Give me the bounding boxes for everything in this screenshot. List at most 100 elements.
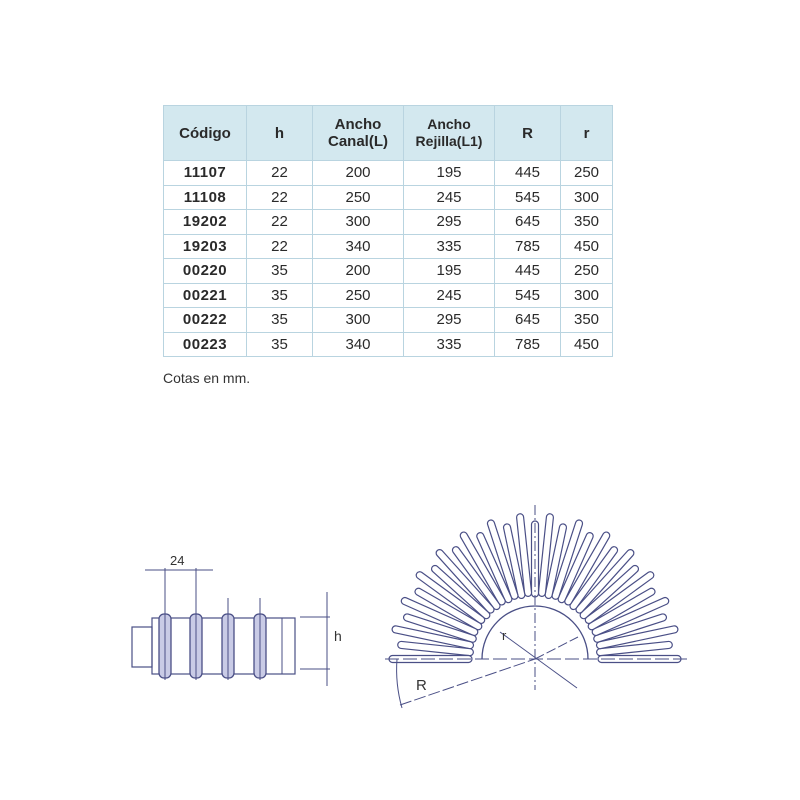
- table-cell: 200: [312, 160, 404, 186]
- table-cell: 35: [246, 282, 313, 308]
- table-cell: 335: [403, 331, 495, 357]
- fan-bar: [402, 613, 477, 643]
- radius-ext-line: [534, 636, 579, 660]
- fan-bar-outline: [402, 613, 477, 643]
- fan-bar-outline: [415, 571, 486, 625]
- table-cell: 300: [560, 184, 613, 210]
- inner-radius-label: r: [502, 628, 507, 643]
- height-label: h: [334, 628, 342, 644]
- table-cell: 295: [403, 209, 495, 235]
- fan-bar-outline: [564, 531, 611, 606]
- fan-bar-outline: [591, 596, 670, 637]
- pitch-label: 24: [170, 553, 184, 568]
- fan-bar: [557, 532, 594, 604]
- fan-bar-outline: [569, 546, 619, 611]
- fan-bar: [564, 531, 611, 606]
- fan-bar-outline: [502, 523, 526, 600]
- table-cell: 645: [494, 209, 561, 235]
- table-cell: 22: [246, 209, 313, 235]
- fan-bar: [593, 613, 668, 643]
- table-cell: 250: [312, 184, 404, 210]
- fan-bar: [551, 519, 584, 600]
- fan-bar: [414, 587, 483, 631]
- fan-bar: [575, 549, 635, 614]
- fan-bar: [587, 587, 656, 631]
- table-cell: 295: [403, 307, 495, 333]
- fan-bar-outline: [544, 523, 568, 600]
- inner-radius-line: [499, 631, 578, 689]
- table-cell: 11108: [163, 184, 247, 210]
- fan-bar: [435, 549, 495, 614]
- table-row: 00222 35 300 295 645 350: [163, 307, 613, 333]
- fan-bar: [451, 546, 501, 611]
- fan-bar: [596, 640, 673, 657]
- header-ancho-canal: Ancho Canal(L): [312, 105, 404, 161]
- table-cell: 785: [494, 331, 561, 357]
- fan-bar-outline: [595, 625, 679, 650]
- fan-bar-outline: [414, 587, 483, 631]
- fan-bar-outline: [391, 625, 475, 650]
- fan-bar: [591, 596, 670, 637]
- fan-bar: [502, 523, 526, 600]
- outer-radius-label: R: [416, 677, 427, 694]
- outer-radius-arc: [396, 658, 403, 709]
- header-codigo: Código: [163, 105, 247, 161]
- fan-bar-outline: [537, 513, 554, 597]
- table-cell: 350: [560, 209, 613, 235]
- table-cell: 11107: [163, 160, 247, 186]
- fan-bar: [544, 523, 568, 600]
- table-cell: 545: [494, 282, 561, 308]
- fan-bar-outline: [476, 532, 513, 604]
- table-row: 00223 35 340 335 785 450: [163, 331, 613, 357]
- fan-bar-outline: [557, 532, 594, 604]
- fan-bar: [397, 640, 474, 657]
- fan-bar-outline: [451, 546, 501, 611]
- header-r: r: [560, 105, 613, 161]
- fan-bar-outline: [430, 564, 491, 620]
- table-row: 00221 35 250 245 545 300: [163, 282, 613, 308]
- fan-bar: [459, 531, 506, 606]
- fan-bar: [537, 513, 554, 597]
- units-note: Cotas en mm.: [163, 370, 251, 386]
- fan-bar-outline: [397, 640, 474, 657]
- fan-bar-outline: [575, 549, 635, 614]
- fan-bar-outline: [435, 549, 495, 614]
- table-cell: 350: [560, 307, 613, 333]
- fan-bar-outline: [516, 513, 533, 597]
- fan-bar: [486, 519, 519, 600]
- fan-bar-outline: [596, 640, 673, 657]
- fan-bar: [569, 546, 619, 611]
- fan-bar: [516, 513, 533, 597]
- table-cell: 545: [494, 184, 561, 210]
- end-cap: [131, 626, 153, 668]
- table-row: 11108 22 250 245 545 300: [163, 184, 613, 210]
- table-cell: 300: [560, 282, 613, 308]
- table-cell: 19202: [163, 209, 247, 235]
- table-cell: 195: [403, 258, 495, 284]
- table-cell: 300: [312, 307, 404, 333]
- fan-bar: [595, 625, 679, 650]
- table-header-row: Código h Ancho Canal(L) Ancho Rejilla(L1) …: [163, 105, 613, 161]
- side-view-drawing: [131, 568, 330, 686]
- top-view-fan-drawing: [385, 505, 690, 709]
- fan-bar: [391, 625, 475, 650]
- fan-bar-outline: [551, 519, 584, 600]
- outer-radius-line: [399, 658, 536, 706]
- table-cell: 645: [494, 307, 561, 333]
- table-cell: 200: [312, 258, 404, 284]
- table-row: 19203 22 340 335 785 450: [163, 233, 613, 259]
- fan-bar: [579, 564, 640, 620]
- dimensions-table: Código h Ancho Canal(L) Ancho Rejilla(L1) …: [163, 105, 613, 357]
- table-cell: 340: [312, 331, 404, 357]
- fan-bar-outline: [584, 571, 655, 625]
- fan-bar-outline: [587, 587, 656, 631]
- header-R: R: [494, 105, 561, 161]
- table-row: 00220 35 200 195 445 250: [163, 258, 613, 284]
- fan-bar-outline: [593, 613, 668, 643]
- table-cell: 445: [494, 160, 561, 186]
- fan-bar: [584, 571, 655, 625]
- table-cell: 450: [560, 331, 613, 357]
- table-cell: 35: [246, 331, 313, 357]
- table-cell: 35: [246, 307, 313, 333]
